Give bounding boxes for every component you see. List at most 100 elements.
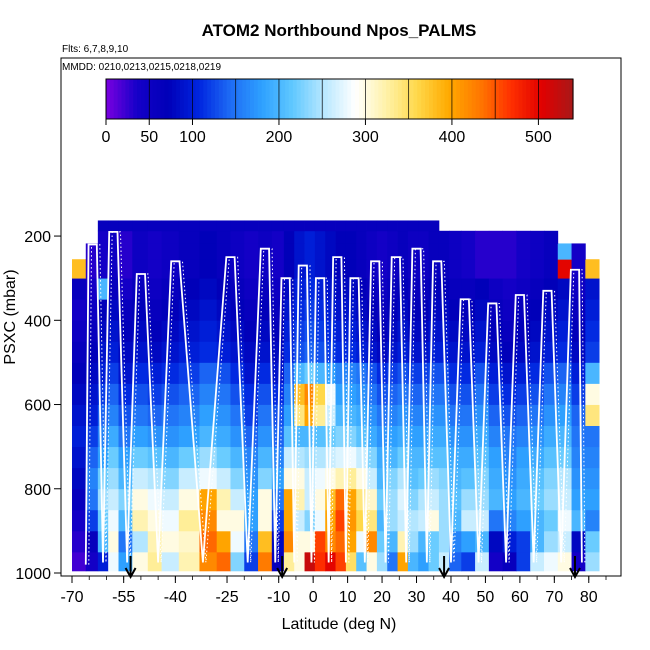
heatmap-cell <box>516 341 531 363</box>
colorbar-segment <box>440 79 446 119</box>
heatmap-cell <box>72 488 87 511</box>
heatmap-cell <box>475 425 490 448</box>
heatmap-cell <box>199 320 218 342</box>
heatmap-cell <box>108 425 119 448</box>
heatmap-cell <box>407 320 419 342</box>
heatmap-cell <box>132 467 149 490</box>
heatmap-cell <box>557 259 572 279</box>
heatmap-cell <box>294 383 305 405</box>
heatmap-cell <box>216 220 231 232</box>
x-tick-label: -40 <box>164 589 187 606</box>
heatmap-cell <box>216 509 231 532</box>
heatmap-cell <box>543 509 559 532</box>
heatmap-cell <box>199 467 218 490</box>
heatmap-cell <box>387 425 398 448</box>
heatmap-cell <box>356 488 367 511</box>
heatmap-cell <box>161 230 180 244</box>
heatmap-cell <box>543 488 559 511</box>
heatmap-cell <box>345 446 357 469</box>
heatmap-cell <box>294 259 305 279</box>
heatmap-cell <box>72 299 87 321</box>
heatmap-cell <box>418 259 429 279</box>
heatmap-cell <box>571 530 586 553</box>
heatmap-cell <box>557 278 572 300</box>
heatmap-cell <box>345 341 357 363</box>
heatmap-cell <box>178 278 200 300</box>
heatmap-cell <box>147 446 162 469</box>
heatmap-cell <box>461 230 476 244</box>
heatmap-cell <box>475 320 490 342</box>
heatmap-cell <box>283 551 295 572</box>
heatmap-cell <box>557 341 572 363</box>
colorbar-segment <box>522 79 527 119</box>
heatmap-cell <box>387 467 398 490</box>
colorbar-segment <box>195 79 200 119</box>
heatmap-cell <box>585 320 600 342</box>
heatmap-cell <box>366 383 378 405</box>
heatmap-cell <box>230 530 245 553</box>
heatmap-cell <box>335 551 347 572</box>
heatmap-cell <box>258 404 273 426</box>
colorbar-segment <box>106 79 111 119</box>
heatmap-cell <box>543 278 559 300</box>
heatmap-cell <box>585 278 600 300</box>
colorbar-segment <box>226 79 232 119</box>
heatmap-cell <box>530 243 545 260</box>
heatmap-cell <box>314 299 326 321</box>
heatmap-cell <box>488 230 504 244</box>
colorbar-segment <box>148 79 154 119</box>
heatmap-cell <box>161 362 180 384</box>
heatmap-cell <box>294 320 305 342</box>
x-tick-label: 0 <box>309 589 318 606</box>
colorbar-segment <box>386 79 391 119</box>
flights-label: Flts: 6,7,8,9,10 <box>62 44 129 55</box>
heatmap-cell <box>438 404 450 426</box>
heatmap-cell <box>85 446 99 469</box>
heatmap-cell <box>314 278 326 300</box>
heatmap-cell <box>97 404 109 426</box>
colorbar-segment <box>370 79 376 119</box>
heatmap-cell <box>376 230 388 244</box>
colorbar-segment <box>417 79 422 119</box>
heatmap-cell <box>502 278 517 300</box>
heatmap-cell <box>108 383 119 405</box>
heatmap-cell <box>108 320 119 342</box>
heatmap-cell <box>397 320 409 342</box>
heatmap-cell <box>502 230 517 244</box>
heatmap-cell <box>325 299 336 321</box>
colorbar-segment <box>176 79 181 119</box>
colorbar-segment <box>378 79 383 119</box>
heatmap-cell <box>428 509 440 532</box>
colorbar-segment <box>436 79 442 119</box>
heatmap-cell <box>97 299 109 321</box>
x-axis: -70 -55 -40 -25 -10 0 10 20 30 40 50 60 70 80 <box>60 576 607 606</box>
heatmap-cell <box>108 467 119 490</box>
heatmap-cell <box>304 551 316 572</box>
colorbar-segment <box>222 79 228 119</box>
colorbar-segment <box>475 79 481 119</box>
heatmap-cell <box>335 220 347 232</box>
heatmap-cell <box>488 530 504 553</box>
heatmap-cell <box>428 446 440 469</box>
heatmap-cell <box>366 404 378 426</box>
colorbar-segment <box>366 79 372 119</box>
colorbar-segment <box>327 79 333 119</box>
heatmap-cell <box>516 467 531 490</box>
heatmap-cell <box>132 446 149 469</box>
heatmap-cell <box>449 551 462 572</box>
heatmap-cell <box>502 299 517 321</box>
heatmap-cell <box>502 320 517 342</box>
heatmap-cell <box>108 278 119 300</box>
heatmap-cell <box>85 341 99 363</box>
colorbar-segment <box>156 79 162 119</box>
heatmap-cell <box>161 404 180 426</box>
heatmap-cell <box>428 230 440 244</box>
heatmap-cell <box>428 488 440 511</box>
heatmap-cell <box>438 299 450 321</box>
colorbar-segment <box>499 79 504 119</box>
heatmap-cell <box>345 509 357 532</box>
heatmap-cell <box>118 243 133 260</box>
colorbar-segment <box>557 79 562 119</box>
heatmap-cell <box>543 551 559 572</box>
heatmap-cell <box>108 243 119 260</box>
